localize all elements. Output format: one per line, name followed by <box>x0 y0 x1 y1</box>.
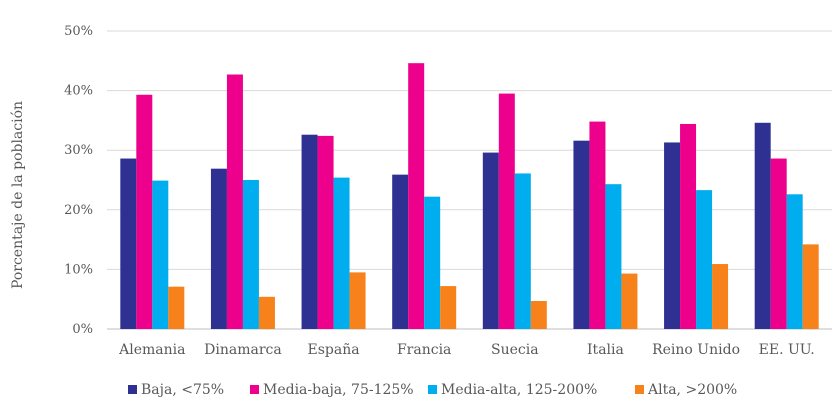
y-tick-label: 10% <box>64 262 93 277</box>
bar <box>664 142 681 329</box>
bar <box>168 286 185 329</box>
bar <box>754 122 771 329</box>
bar <box>152 180 169 329</box>
bar <box>621 273 638 329</box>
x-category-label: Italia <box>587 342 624 358</box>
bar <box>514 173 531 329</box>
legend-label: Media-baja, 75-125% <box>263 382 414 398</box>
y-tick-label: 50% <box>64 24 93 39</box>
bar <box>530 300 547 329</box>
x-category-label: Dinamarca <box>204 342 282 358</box>
legend-label: Baja, <75% <box>141 382 224 398</box>
bar <box>301 134 318 329</box>
y-tick-label: 40% <box>64 84 93 99</box>
bar <box>696 190 713 329</box>
x-category-label: EE. UU. <box>759 342 815 358</box>
bar <box>440 286 457 329</box>
bar <box>349 272 366 329</box>
x-category-label: Suecia <box>491 342 539 358</box>
bar <box>333 177 350 329</box>
legend-swatch <box>428 385 437 394</box>
bar <box>242 180 259 329</box>
bar <box>802 244 819 329</box>
bar <box>226 74 243 330</box>
bars <box>120 63 819 330</box>
y-tick-label: 30% <box>64 143 93 158</box>
legend: Baja, <75% Media-baja, 75-125% Media-alta,… <box>128 382 737 398</box>
bar <box>120 158 137 329</box>
bar <box>786 194 803 329</box>
bar <box>605 184 622 329</box>
bar <box>392 174 409 329</box>
bar <box>482 152 499 329</box>
bar <box>258 296 275 329</box>
bar <box>770 158 787 329</box>
y-axis-ticks: 0% 10% 20% 30% 40% 50% <box>64 24 93 337</box>
legend-label: Media-alta, 125-200% <box>441 382 597 398</box>
bar <box>589 121 606 329</box>
bar <box>498 93 515 329</box>
legend-swatch <box>635 385 644 394</box>
x-category-label: Francia <box>397 342 451 358</box>
x-category-label: Reino Unido <box>652 342 740 358</box>
y-axis-title: Porcentaje de la población <box>10 101 26 289</box>
bar <box>408 63 425 330</box>
bar <box>573 140 590 329</box>
bar <box>424 196 441 329</box>
bar <box>210 168 227 329</box>
bar <box>680 123 697 329</box>
y-tick-label: 0% <box>72 322 93 337</box>
legend-swatch <box>250 385 259 394</box>
bar <box>712 264 729 329</box>
legend-swatch <box>128 385 137 394</box>
x-category-label: Alemania <box>118 342 185 358</box>
y-tick-label: 20% <box>64 203 93 218</box>
bar <box>317 135 334 329</box>
bar <box>136 94 153 329</box>
legend-label: Alta, >200% <box>647 382 737 398</box>
x-axis-categories: Alemania Dinamarca España Francia Suecia Ital… <box>118 342 815 358</box>
x-category-label: España <box>308 342 360 358</box>
